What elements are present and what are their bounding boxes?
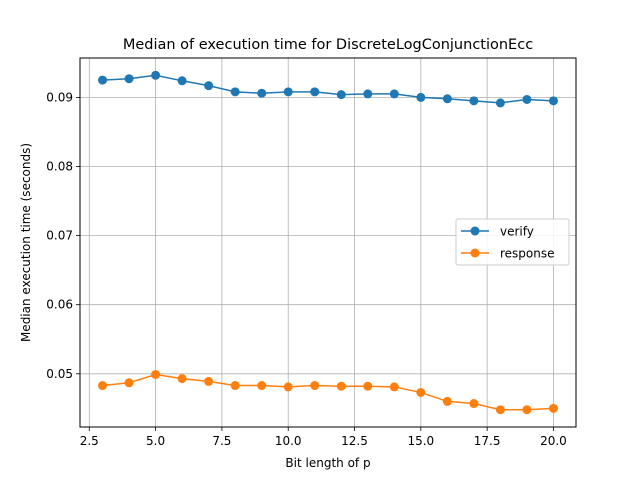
data-point-response (416, 387, 426, 397)
y-tick-label: 0.08 (46, 159, 73, 173)
data-point-response (336, 381, 346, 391)
x-tick-label: 20.0 (540, 434, 567, 448)
data-point-response (283, 382, 293, 392)
data-point-response (177, 374, 187, 384)
data-point-response (151, 369, 161, 379)
data-point-verify (363, 89, 373, 99)
x-axis-label: Bit length of p (285, 456, 370, 470)
data-point-response (389, 382, 399, 392)
data-point-response (363, 381, 373, 391)
data-point-verify (548, 96, 558, 106)
data-point-verify (442, 94, 452, 104)
data-point-response (495, 405, 505, 415)
x-tick-label: 7.5 (212, 434, 231, 448)
y-tick-label: 0.06 (46, 298, 73, 312)
data-point-response (98, 381, 108, 391)
legend-label-verify: verify (500, 225, 534, 239)
data-point-verify (336, 90, 346, 100)
plot-series (98, 70, 558, 415)
axis-ticks: 2.5 5.0 7.5 10.0 12.5 15.0 17.5 20.0 0.05 0.06 0.0… (46, 90, 567, 448)
data-point-response (548, 403, 558, 413)
data-point-response (124, 378, 134, 388)
legend-marker-verify (470, 226, 480, 236)
data-point-response (522, 405, 532, 415)
data-point-verify (416, 92, 426, 102)
data-point-verify (230, 87, 240, 97)
data-point-response (230, 381, 240, 391)
y-tick-label: 0.05 (46, 367, 73, 381)
data-point-response (257, 381, 267, 391)
data-point-verify (204, 81, 214, 91)
legend-marker-response (470, 248, 480, 258)
legend: verify response (455, 218, 570, 266)
y-tick-label: 0.09 (46, 90, 73, 104)
data-point-verify (257, 88, 267, 98)
chart-title: Median of execution time for DiscreteLog… (123, 37, 533, 53)
data-point-verify (522, 94, 532, 104)
legend-label-response: response (500, 247, 555, 261)
data-point-verify (177, 76, 187, 86)
y-axis-label: Median execution time (seconds) (19, 143, 33, 342)
data-point-verify (469, 96, 479, 106)
y-tick-label: 0.07 (46, 229, 73, 243)
data-point-response (310, 381, 320, 391)
data-point-verify (151, 70, 161, 80)
data-point-verify (283, 87, 293, 97)
data-point-verify (389, 89, 399, 99)
data-point-response (442, 396, 452, 406)
x-tick-label: 2.5 (80, 434, 99, 448)
plot-frame (79, 57, 577, 428)
x-tick-label: 17.5 (474, 434, 501, 448)
x-tick-label: 10.0 (275, 434, 302, 448)
data-point-verify (98, 75, 108, 85)
data-point-verify (310, 87, 320, 97)
x-tick-label: 15.0 (407, 434, 434, 448)
data-point-response (204, 376, 214, 386)
data-point-verify (495, 98, 505, 108)
data-point-verify (124, 74, 134, 84)
x-tick-label: 12.5 (341, 434, 368, 448)
data-point-response (469, 399, 479, 409)
x-tick-label: 5.0 (146, 434, 165, 448)
